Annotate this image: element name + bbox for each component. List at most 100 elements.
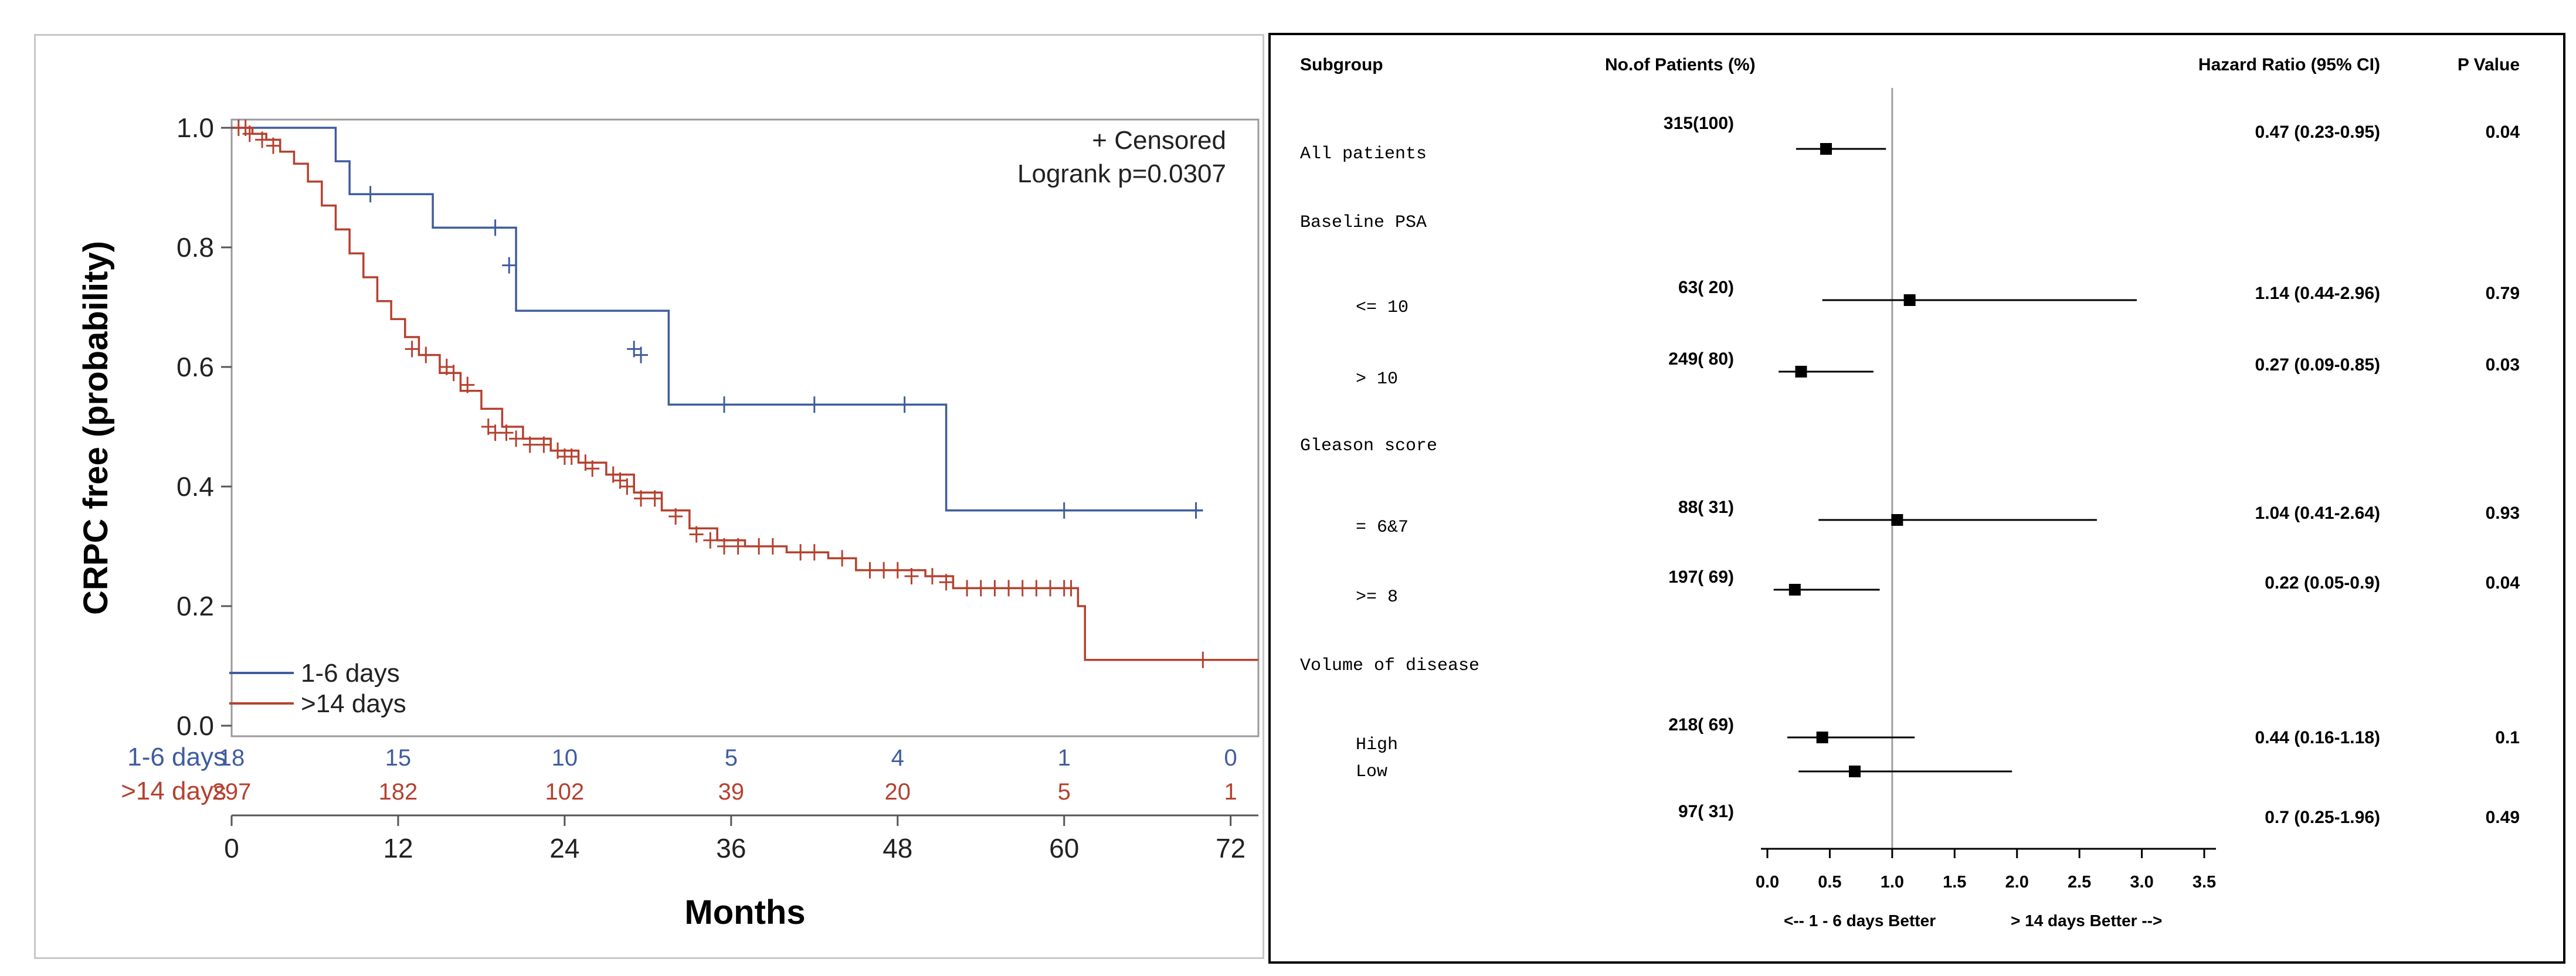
censor-mark xyxy=(255,131,270,148)
y-tick-label: 0.0 xyxy=(177,710,214,741)
censor-mark xyxy=(502,257,517,274)
group-heading: Volume of disease xyxy=(1300,656,1479,676)
header-subgroup: Subgroup xyxy=(1300,55,1383,74)
header-hazard-ratio: Hazard Ratio (95% CI) xyxy=(2198,55,2380,74)
censor-mark xyxy=(960,580,975,597)
hazard-ratio-marker xyxy=(1849,766,1861,777)
censor-mark xyxy=(266,137,280,154)
at-risk-count: 4 xyxy=(891,745,904,771)
forest-row: = 6&7 88( 31) 1.04 (0.41-2.64) 0.93 xyxy=(1356,498,2520,538)
censored-annotation: + Censored xyxy=(1092,126,1226,155)
hazard-ratio-marker xyxy=(1816,732,1828,743)
hazard-ratio-value: 0.27 (0.09-0.85) xyxy=(2255,355,2380,375)
patient-count: 315(100) xyxy=(1664,114,1734,133)
header-patients: No.of Patients (%) xyxy=(1605,55,1756,74)
patient-count: 97( 31) xyxy=(1678,802,1734,821)
x-label-right: > 14 days Better --> xyxy=(2011,912,2162,930)
forest-row: All patients 315(100) 0.47 (0.23-0.95) 0.04 xyxy=(1300,114,2520,164)
p-value: 0.1 xyxy=(2495,728,2520,747)
at-risk-count: 1 xyxy=(1058,745,1071,771)
censor-mark xyxy=(1057,502,1071,519)
censor-mark xyxy=(1064,580,1078,597)
censor-mark xyxy=(863,562,877,579)
x-tick-label: 0.0 xyxy=(1756,873,1779,892)
forest-row: Low 97( 31) 0.7 (0.25-1.96) 0.49 xyxy=(1356,762,2520,827)
p-value: 0.04 xyxy=(2486,123,2520,142)
censor-mark xyxy=(647,490,662,507)
subgroup-label: = 6&7 xyxy=(1356,518,1409,538)
group-label: Baseline PSA xyxy=(1300,213,1427,233)
x-tick-label: 0.5 xyxy=(1818,873,1841,892)
censor-mark xyxy=(1015,580,1030,597)
forest-plot-panel: Subgroup No.of Patients (%) Hazard Ratio (… xyxy=(1268,33,2565,964)
subgroup-label: High xyxy=(1356,735,1398,755)
at-risk-count: 5 xyxy=(725,745,738,771)
censor-mark xyxy=(522,436,537,453)
y-tick-label: 0.2 xyxy=(177,591,214,621)
x-axis-title: Months xyxy=(684,893,805,931)
hazard-ratio-value: 0.47 (0.23-0.95) xyxy=(2255,123,2380,142)
censor-mark xyxy=(987,580,1002,597)
x-tick-label: 3.0 xyxy=(2130,873,2153,892)
kaplan-meier-panel: 0.0 0.2 0.4 0.6 0.8 1.0 CRPC free (probability… xyxy=(34,34,1264,959)
censor-mark xyxy=(668,508,683,525)
at-risk-count: 102 xyxy=(545,779,585,805)
at-risk-count: 10 xyxy=(552,745,578,771)
subgroup-label: <= 10 xyxy=(1356,298,1409,318)
at-risk-count: 39 xyxy=(718,779,745,805)
censor-mark xyxy=(537,436,551,453)
y-tick-label: 0.8 xyxy=(177,232,214,263)
censor-mark xyxy=(564,448,579,465)
censor-mark xyxy=(419,346,433,363)
p-value: 0.79 xyxy=(2486,284,2520,303)
hazard-ratio-marker xyxy=(1891,514,1903,526)
group-heading: Gleason score xyxy=(1300,436,1437,456)
patient-count: 218( 69) xyxy=(1668,715,1734,734)
kaplan-meier-chart: 0.0 0.2 0.4 0.6 0.8 1.0 CRPC free (probability… xyxy=(77,113,1260,931)
censor-mark xyxy=(877,562,891,579)
p-value: 0.03 xyxy=(2486,355,2520,375)
group-label: Volume of disease xyxy=(1300,656,1479,676)
x-label-left: <-- 1 - 6 days Better xyxy=(1784,912,1936,930)
censor-mark xyxy=(897,396,912,413)
censor-mark xyxy=(634,346,649,363)
x-tick-label: 2.0 xyxy=(2005,873,2029,892)
y-axis-title: CRPC free (probability) xyxy=(77,241,115,615)
censor-mark xyxy=(446,365,461,382)
p-value: 0.93 xyxy=(2486,504,2520,523)
censor-mark xyxy=(620,478,634,495)
x-tick-label: 12 xyxy=(383,833,413,863)
group-label: Gleason score xyxy=(1300,436,1437,456)
censor-mark xyxy=(939,574,953,591)
censor-mark xyxy=(703,532,718,549)
patient-count: 249( 80) xyxy=(1668,349,1734,369)
censor-mark xyxy=(1029,580,1044,597)
censor-mark xyxy=(363,186,378,203)
censor-mark xyxy=(904,568,919,584)
patient-count: 63( 20) xyxy=(1678,278,1734,297)
hazard-ratio-value: 0.44 (0.16-1.18) xyxy=(2255,728,2380,747)
censor-mark xyxy=(634,490,649,507)
y-tick-label: 1.0 xyxy=(177,113,214,143)
patient-count: 197( 69) xyxy=(1668,567,1734,587)
censor-mark xyxy=(890,562,905,579)
x-tick-label: 1.5 xyxy=(1943,873,1966,892)
p-value: 0.04 xyxy=(2486,573,2520,593)
subgroup-label: Low xyxy=(1356,762,1387,782)
x-tick-label: 48 xyxy=(883,833,912,863)
censor-mark xyxy=(460,376,475,393)
hazard-ratio-marker xyxy=(1903,294,1916,306)
y-tick-label: 0.4 xyxy=(177,471,214,502)
at-risk-count: 15 xyxy=(385,745,412,771)
at-risk-count: 0 xyxy=(1224,745,1237,771)
censor-mark xyxy=(752,538,766,555)
censor-mark xyxy=(1002,580,1016,597)
forest-row: <= 10 63( 20) 1.14 (0.44-2.96) 0.79 xyxy=(1356,278,2520,318)
censor-mark xyxy=(499,424,514,441)
group-heading: Baseline PSA xyxy=(1300,213,1427,233)
patient-count: 88( 31) xyxy=(1678,498,1734,517)
censor-mark xyxy=(807,544,822,561)
censor-mark xyxy=(925,568,939,584)
legend-label: >14 days xyxy=(301,689,406,718)
censor-mark xyxy=(1196,651,1210,668)
